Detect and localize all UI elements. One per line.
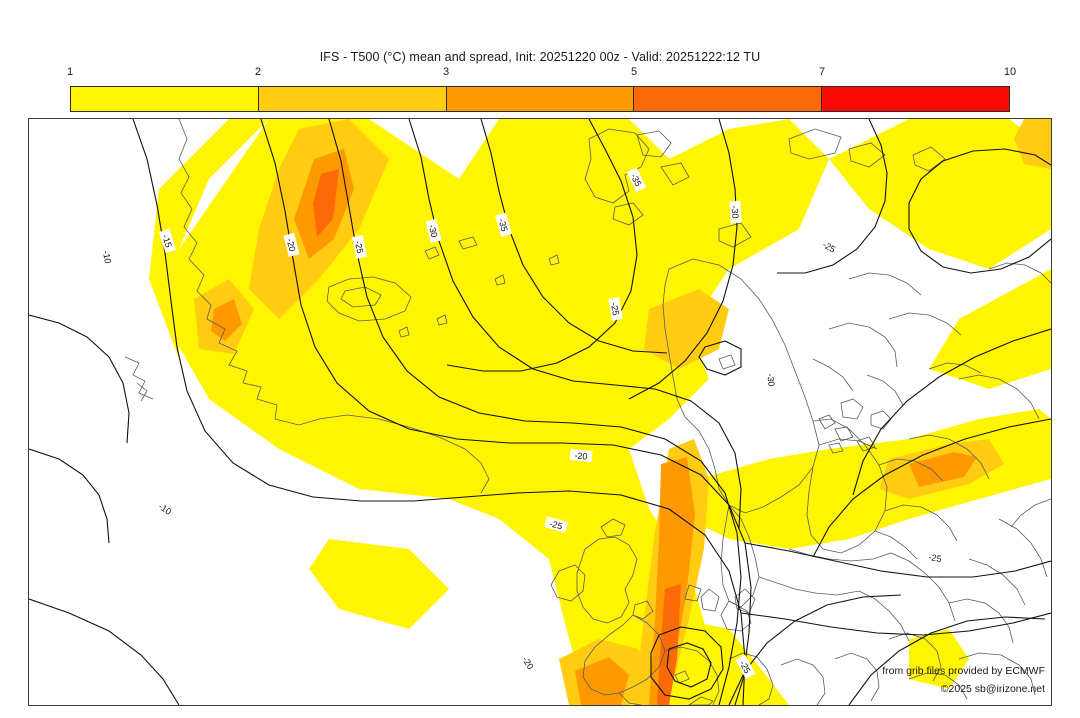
isotherm--10-b <box>29 448 110 544</box>
contour-label--35-n: -35 <box>496 217 509 232</box>
colorbar-tick-2: 2 <box>254 66 262 78</box>
contour-label--30-bar: -30 <box>765 373 776 387</box>
colorbar-tick-5: 5 <box>630 66 638 78</box>
contour-label--25-uk: -25 <box>548 518 563 531</box>
contour-label--25-n: -25 <box>353 240 365 255</box>
contour-label--25-ee: -25 <box>928 552 943 564</box>
colorbar-segment-7-10 <box>822 87 1009 111</box>
contour-label--25-sv: -25 <box>609 302 621 317</box>
isotherm--10-a <box>29 598 180 705</box>
colorbar: 1 2 3 5 7 10 <box>67 66 1016 112</box>
colorbar-tick-3: 3 <box>442 66 450 78</box>
colorbar-tick-7: 7 <box>818 66 826 78</box>
colorbar-tick-10: 10 <box>1003 66 1017 78</box>
isotherm-se-a <box>848 616 1046 705</box>
colorbar-gradient <box>70 86 1010 112</box>
isotherm-iberia-a <box>650 626 724 700</box>
isotherm-ne-a <box>812 418 1051 558</box>
isotherm--15 <box>132 119 746 705</box>
spread-shading-layer <box>149 119 1051 705</box>
isotherm--20 <box>260 119 752 705</box>
isotherm--25-b <box>446 119 638 372</box>
contour-label--20-uk: -20 <box>574 450 588 461</box>
contour-label--10-nw: -10 <box>101 250 113 265</box>
isotherm-closed-na <box>698 340 742 376</box>
isotherm-iberia-b <box>666 642 712 688</box>
colorbar-segment-5-7 <box>634 87 823 111</box>
spread-band-5-7 <box>313 169 681 705</box>
coastline-layer <box>124 119 1051 705</box>
isotherm--35-b <box>777 119 888 274</box>
colorbar-tick-labels: 1 2 3 5 7 10 <box>66 66 1016 84</box>
contour-label--30-n: -30 <box>427 223 440 238</box>
contour-label--20-n: -20 <box>285 237 298 252</box>
colorbar-segment-3-5 <box>446 87 635 111</box>
isotherm-zonal-b <box>740 612 1051 636</box>
contour-label--15: -15 <box>160 233 174 248</box>
isotherm--25-a <box>328 119 742 705</box>
colorbar-tick-1: 1 <box>66 66 74 78</box>
contour-label--30-no: -30 <box>730 205 741 219</box>
isotherm--25-c <box>908 148 1051 274</box>
weather-map: -15 -20 -25 -30 <box>29 119 1051 705</box>
isotherm-zonal-a <box>744 542 1051 578</box>
colorbar-segment-2-3 <box>258 87 447 111</box>
map-panel: -15 -20 -25 -30 <box>28 118 1052 706</box>
isotherm--20-w <box>29 314 130 444</box>
isotherm--30-b <box>628 119 738 400</box>
isotherm-ne-b <box>852 328 1051 496</box>
page-title: IFS - T500 (°C) mean and spread, Init: 2… <box>319 50 761 64</box>
colorbar-segment-1-2 <box>71 87 259 111</box>
isotherm--35-a <box>480 119 668 354</box>
contour-labels: -15 -20 -25 -30 <box>100 167 947 680</box>
